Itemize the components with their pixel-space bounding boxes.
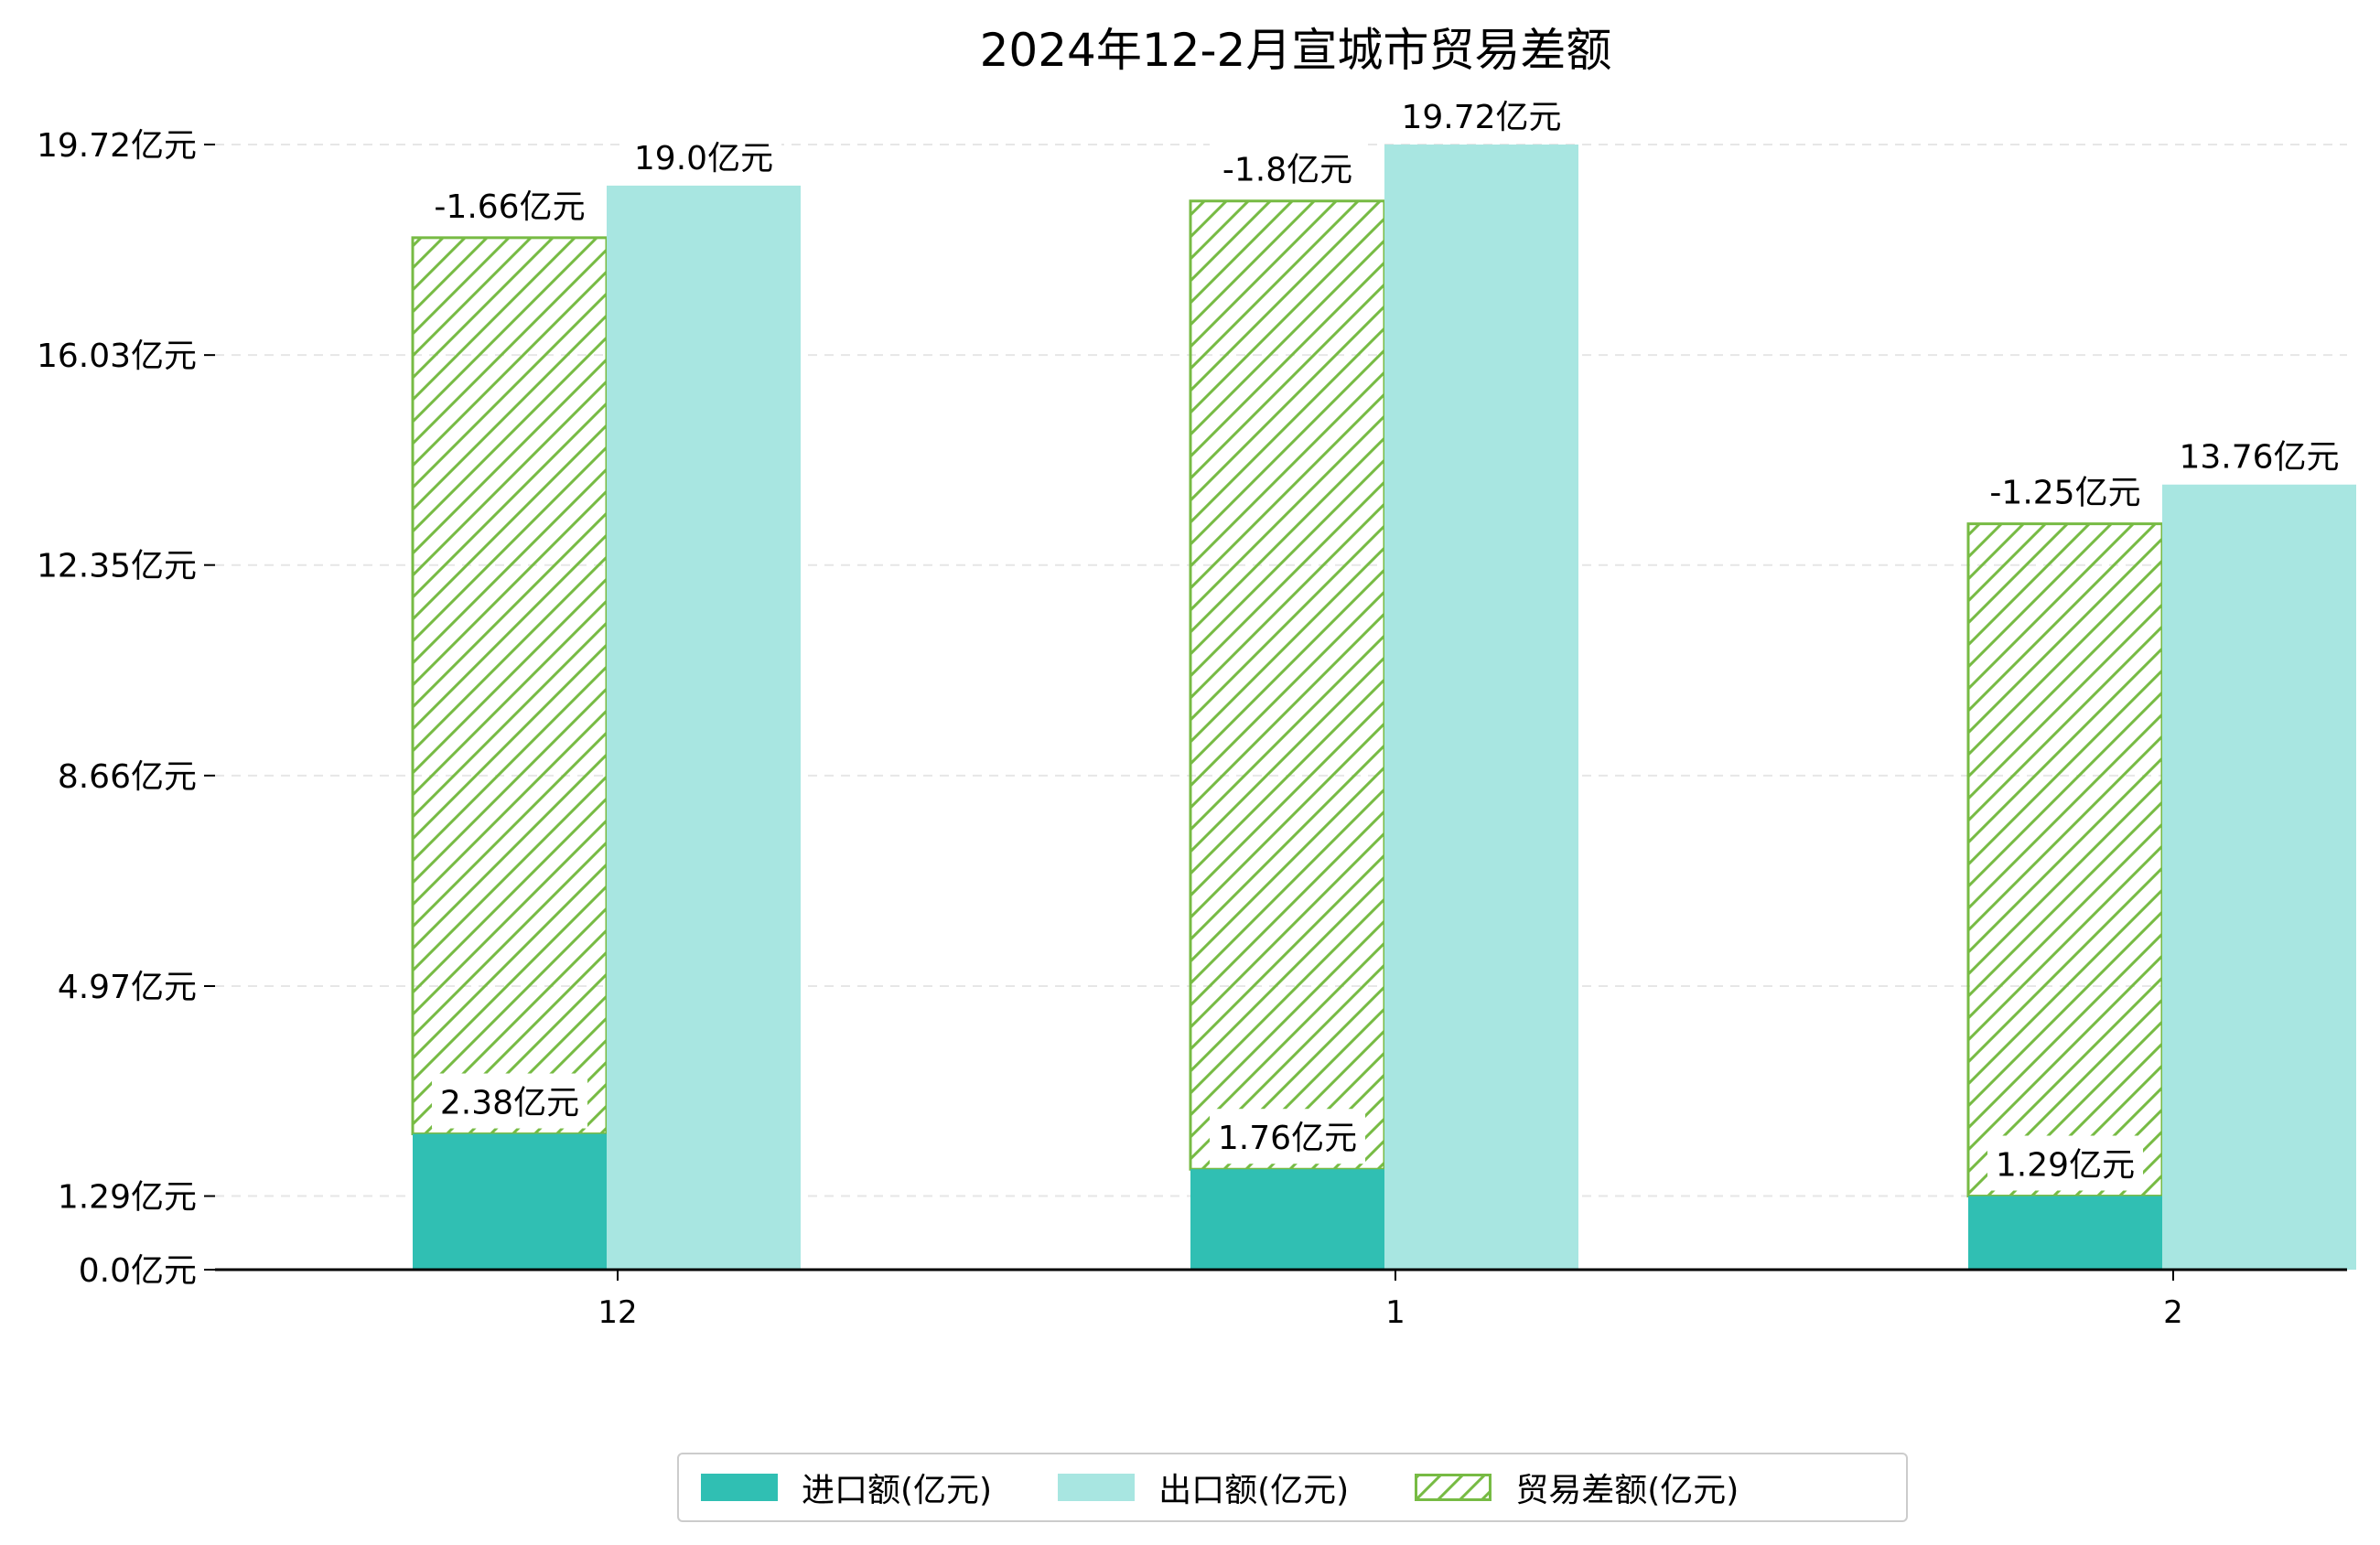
data-label-bg <box>1976 463 2154 519</box>
bar-export <box>607 185 801 1271</box>
bar-export <box>1384 145 1578 1270</box>
y-tick-label: 8.66亿元 <box>58 758 197 796</box>
bars <box>411 145 2356 1271</box>
y-tick-label: 19.72亿元 <box>37 127 197 165</box>
bar-trade-balance <box>411 236 608 1136</box>
data-label-bg <box>2170 427 2348 483</box>
legend-item-balance: 贸易差额(亿元) <box>1415 1464 1739 1511</box>
y-tick-label: 1.29亿元 <box>58 1179 197 1217</box>
data-label: 13.76亿元 <box>2179 439 2339 477</box>
bar-import <box>1968 1196 2162 1270</box>
data-label-bg <box>1393 88 1570 143</box>
x-tick-label: 12 <box>598 1294 637 1331</box>
legend-label-balance: 贸易差额(亿元) <box>1515 1472 1739 1509</box>
data-label-bg <box>626 128 781 184</box>
data-label: -1.8亿元 <box>1222 152 1352 189</box>
y-tick-label: 16.03亿元 <box>37 338 197 375</box>
data-label-bg <box>432 1073 587 1129</box>
bar-export <box>2162 484 2356 1270</box>
x-tick-label: 2 <box>2163 1294 2183 1331</box>
data-label: 1.29亿元 <box>1996 1147 2135 1185</box>
data-label-bg <box>1210 1109 1365 1164</box>
bar-import <box>1190 1169 1384 1270</box>
y-tick-label: 0.0亿元 <box>79 1252 197 1290</box>
legend-swatch-export <box>1058 1474 1136 1501</box>
data-labels: -1.66亿元 19.0亿元 2.38亿元 -1.8亿元 19.72亿元 1.76亿元 -1… <box>421 88 2348 1191</box>
data-label: -1.66亿元 <box>434 188 585 226</box>
legend: 进口额(亿元) 出口额(亿元) 贸易差额(亿元) <box>677 1453 1908 1522</box>
y-tick-label: 4.97亿元 <box>58 969 197 1006</box>
legend-item-export: 出口额(亿元) <box>1058 1464 1349 1511</box>
axes: 0.0亿元 1.29亿元 4.97亿元 8.66亿元 12.35亿元 16.03亿元 19.… <box>37 127 2347 1331</box>
data-label-bg <box>421 177 598 232</box>
data-label-bg <box>1987 1135 2143 1191</box>
data-label: -1.25亿元 <box>1989 475 2140 512</box>
data-label-bg <box>1210 140 1365 196</box>
x-tick-label: 1 <box>1385 1294 1405 1331</box>
legend-item-import: 进口额(亿元) <box>701 1464 992 1511</box>
legend-label-import: 进口额(亿元) <box>802 1472 993 1509</box>
legend-swatch-import <box>701 1474 778 1501</box>
data-label: 19.72亿元 <box>1401 99 1561 136</box>
bar-trade-balance <box>1189 199 1386 1171</box>
legend-swatch-balance <box>1415 1474 1492 1501</box>
bar-trade-balance <box>1966 522 2164 1198</box>
data-label: 19.0亿元 <box>634 140 773 177</box>
chart-title: 2024年12-2月宣城市贸易差额 <box>980 24 1612 77</box>
data-label: 2.38亿元 <box>440 1085 579 1122</box>
legend-label-export: 出口额(亿元) <box>1158 1472 1350 1509</box>
bar-import <box>413 1133 607 1270</box>
y-tick-label: 12.35亿元 <box>37 548 197 585</box>
data-label: 1.76亿元 <box>1218 1120 1357 1157</box>
